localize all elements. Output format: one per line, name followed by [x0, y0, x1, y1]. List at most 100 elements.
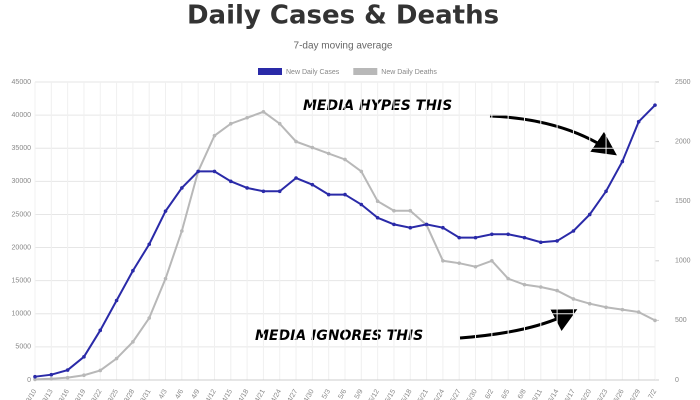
data-point [555, 239, 559, 243]
x-tick-label: 4/6 [174, 388, 185, 400]
x-tick-label: 6/23 [597, 388, 610, 400]
data-point [392, 222, 396, 227]
data-point [294, 139, 298, 144]
annotation-arrow [459, 309, 578, 340]
data-point [180, 186, 184, 190]
data-point [98, 328, 103, 333]
data-point [228, 179, 233, 184]
data-point [114, 356, 119, 361]
data-point [653, 103, 657, 107]
x-tick-label: 6/11 [532, 388, 545, 400]
x-tick-label: 4/21 [254, 388, 267, 400]
data-point [343, 157, 347, 162]
data-point [473, 264, 478, 269]
data-point [408, 208, 413, 213]
x-tick-label: 5/24 [433, 388, 446, 400]
x-tick-label: 6/26 [613, 388, 626, 400]
data-point [587, 301, 592, 306]
data-point [343, 192, 347, 197]
x-tick-label: 6/17 [564, 388, 577, 400]
data-point [506, 232, 510, 237]
y-tick-label: 30000 [12, 178, 32, 185]
data-point [359, 202, 364, 207]
data-point [33, 374, 37, 379]
data-point [228, 121, 233, 126]
data-point [424, 222, 429, 227]
data-point [277, 121, 282, 126]
data-point [310, 145, 315, 150]
y-tick-label: 5000 [15, 344, 31, 351]
x-tick-label: 6/20 [580, 388, 593, 400]
data-point [147, 242, 152, 247]
chart-subtitle: 7-day moving average [294, 41, 393, 52]
y-tick-label: 0 [27, 377, 31, 384]
data-point [392, 208, 396, 213]
y-tick-label: 40000 [12, 112, 32, 119]
data-point [212, 133, 217, 138]
y2-tick-label: 2500 [675, 79, 691, 86]
x-tick-label: 3/16 [58, 388, 71, 400]
x-tick-label: 4/3 [158, 388, 169, 400]
y-tick-label: 10000 [12, 311, 32, 318]
y-tick-label: 15000 [12, 278, 32, 285]
y-tick-label: 45000 [12, 79, 32, 86]
data-point [522, 235, 527, 240]
data-point [441, 225, 445, 230]
data-point [457, 261, 462, 265]
annotation: MEDIA IGNORES THIS [255, 328, 423, 344]
data-point [326, 151, 331, 156]
x-tick-label: 4/9 [191, 388, 202, 400]
data-point [571, 297, 576, 301]
data-point [620, 307, 625, 312]
data-point [163, 276, 168, 281]
x-tick-label: 3/25 [107, 388, 120, 400]
data-point [82, 373, 86, 378]
data-point [636, 310, 641, 314]
data-point [163, 209, 168, 213]
data-point [490, 232, 494, 237]
data-point [196, 169, 200, 174]
x-tick-label: 5/30 [466, 388, 479, 400]
data-point [131, 268, 135, 273]
x-tick-label: 4/12 [205, 388, 218, 400]
data-point [359, 169, 364, 174]
x-tick-label: 6/5 [501, 388, 512, 400]
legend-label: New Daily Cases [286, 69, 340, 76]
data-point [261, 189, 266, 194]
data-point [147, 316, 152, 320]
y-tick-label: 35000 [12, 145, 32, 152]
data-point [653, 318, 657, 323]
data-point [65, 375, 70, 380]
x-tick-label: 3/31 [140, 388, 153, 400]
x-tick-label: 5/21 [417, 388, 430, 400]
data-point [473, 235, 478, 240]
data-point [408, 225, 413, 230]
x-tick-label: 6/8 [517, 388, 528, 400]
x-tick-label: 5/9 [354, 388, 365, 400]
data-point [620, 159, 625, 164]
x-tick-label: 4/30 [303, 388, 316, 400]
y-tick-label: 25000 [12, 211, 32, 218]
x-tick-label: 6/29 [629, 388, 642, 400]
x-tick-label: 4/24 [270, 388, 283, 400]
data-point [65, 368, 70, 372]
x-tick-label: 6/2 [484, 388, 495, 400]
x-tick-label: 5/12 [368, 388, 381, 400]
data-point [33, 377, 37, 382]
x-tick-label: 3/13 [42, 388, 55, 400]
data-point [131, 340, 135, 344]
data-point [604, 305, 608, 310]
x-tick-label: 3/22 [91, 388, 104, 400]
y-tick-label: 20000 [12, 244, 32, 251]
data-point [375, 199, 380, 203]
y2-tick-label: 500 [675, 317, 687, 324]
y2-tick-label: 2000 [675, 138, 691, 145]
x-tick-label: 3/28 [123, 388, 136, 400]
data-point [245, 186, 249, 190]
data-point [114, 298, 119, 303]
data-point [636, 119, 641, 124]
data-point [538, 240, 543, 245]
data-point [490, 259, 494, 263]
x-tick-label: 5/27 [450, 388, 463, 400]
